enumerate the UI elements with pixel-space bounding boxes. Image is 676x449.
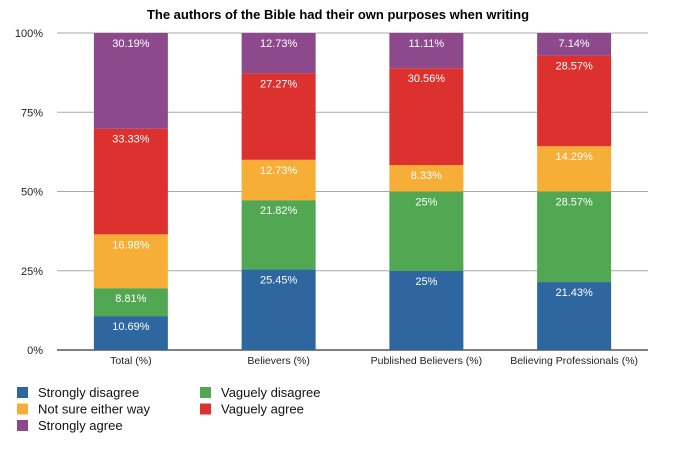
legend-swatch — [200, 403, 211, 415]
data-label: 11.11% — [409, 38, 445, 50]
bar-segment — [241, 33, 316, 74]
x-tick-label: Believing Professionals (%) — [510, 355, 638, 367]
bar-segment — [93, 128, 168, 235]
legend-swatch — [200, 387, 211, 398]
bar-segment — [389, 191, 464, 271]
bar-segment — [241, 73, 316, 160]
legend-label: Vaguely disagree — [221, 385, 321, 400]
bar-segment — [93, 288, 168, 317]
data-label: 21.82% — [260, 205, 298, 217]
bar-segment — [389, 33, 464, 69]
bar-segment — [537, 33, 612, 56]
bar-segment — [537, 146, 612, 192]
bar-segment — [241, 200, 316, 270]
y-tick-label: 75% — [21, 107, 43, 119]
bar-segment — [389, 165, 464, 192]
bar-segment — [241, 269, 316, 350]
data-label: 27.27% — [260, 78, 298, 90]
bar-segment — [537, 55, 612, 147]
legend-swatch — [17, 420, 28, 431]
legend-swatch — [17, 387, 28, 398]
data-label: 25% — [415, 197, 437, 209]
data-label: 12.73% — [260, 165, 298, 177]
x-tick-label: Believers (%) — [247, 355, 309, 367]
data-label: 28.57% — [555, 197, 593, 209]
data-label: 25.45% — [260, 274, 298, 286]
data-label: 8.33% — [411, 170, 442, 182]
data-label: 12.73% — [260, 38, 298, 50]
bar-segment — [241, 159, 316, 201]
y-tick-label: 50% — [21, 187, 43, 199]
data-label: 21.43% — [555, 287, 593, 299]
data-label: 25% — [415, 276, 437, 288]
data-label: 8.81% — [115, 293, 146, 305]
y-tick-label: 25% — [21, 266, 43, 278]
x-tick-label: Total (%) — [110, 355, 151, 367]
data-label: 10.69% — [112, 321, 150, 333]
data-label: 14.29% — [555, 151, 593, 163]
bar-segment — [537, 191, 612, 283]
legend-label: Not sure either way — [38, 402, 150, 417]
y-tick-label: 0% — [27, 345, 43, 357]
data-label: 30.19% — [112, 38, 150, 50]
data-label: 16.98% — [112, 239, 150, 251]
legend-label: Strongly disagree — [38, 385, 139, 400]
legend-swatch — [17, 403, 28, 415]
bar-segment — [537, 282, 612, 350]
bar-segment — [93, 234, 168, 289]
x-tick-label: Published Believers (%) — [371, 355, 482, 367]
data-label: 30.56% — [408, 73, 446, 85]
legend-label: Strongly agree — [38, 418, 123, 433]
bar-segment — [93, 316, 168, 350]
legend-label: Vaguely agree — [221, 402, 304, 417]
y-tick-label: 100% — [15, 28, 43, 40]
data-label: 7.14% — [559, 38, 590, 50]
chart-title: The authors of the Bible had their own p… — [147, 7, 529, 22]
data-label: 28.57% — [555, 61, 593, 73]
bar-segment — [389, 68, 464, 166]
data-label: 33.33% — [112, 134, 150, 146]
bar-segment — [93, 33, 168, 129]
bar-segment — [389, 270, 464, 350]
